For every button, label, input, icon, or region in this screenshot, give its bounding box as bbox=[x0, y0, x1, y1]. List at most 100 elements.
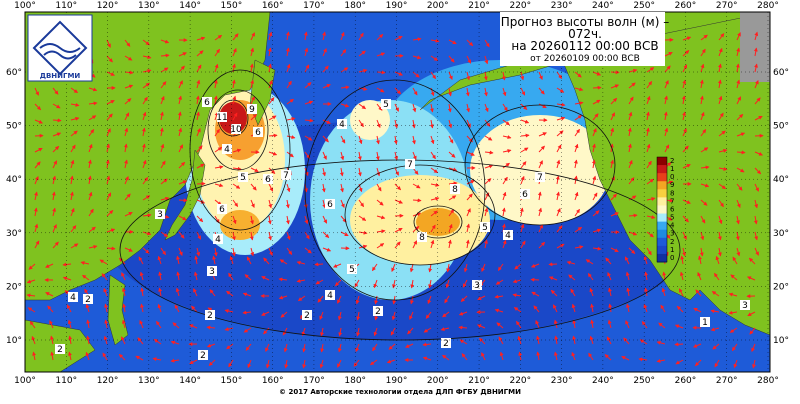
lon-label: 120° bbox=[97, 376, 119, 386]
contour-label: 7 bbox=[407, 160, 413, 170]
lon-label: 170° bbox=[303, 376, 325, 386]
lon-label: 210° bbox=[468, 1, 490, 11]
footer: © 2017 Авторские технологии отдела ДЛП Ф… bbox=[279, 388, 521, 396]
lat-label: 40° bbox=[6, 175, 22, 185]
arrow bbox=[413, 200, 421, 201]
lon-label: 120° bbox=[97, 1, 119, 11]
lon-label: 220° bbox=[509, 1, 531, 11]
colorbar-swatch bbox=[657, 197, 667, 206]
lon-label: 250° bbox=[633, 376, 655, 386]
colorbar-label: 0 bbox=[670, 173, 674, 181]
contour-label: 6 bbox=[327, 200, 333, 210]
lon-label: 240° bbox=[592, 376, 614, 386]
lon-label: 130° bbox=[138, 376, 160, 386]
contour-label: 1 bbox=[702, 318, 708, 328]
colorbar-label: 1 bbox=[670, 165, 674, 173]
lon-label: 110° bbox=[55, 376, 77, 386]
lon-label: 240° bbox=[592, 1, 614, 11]
colorbar-swatch bbox=[657, 165, 667, 174]
lat-label: 20° bbox=[6, 282, 22, 292]
colorbar-label: 9 bbox=[670, 181, 674, 189]
contour-label: 3 bbox=[209, 267, 215, 277]
colorbar-label: 1 bbox=[670, 246, 674, 254]
lon-label: 280° bbox=[757, 1, 779, 11]
lon-label: 150° bbox=[221, 1, 243, 11]
lon-label: 200° bbox=[427, 1, 449, 11]
lon-label: 180° bbox=[344, 376, 366, 386]
lon-label: 190° bbox=[386, 376, 408, 386]
arrow bbox=[377, 72, 385, 73]
lon-label: 180° bbox=[344, 1, 366, 11]
colorbar-label: 2 bbox=[670, 157, 674, 165]
contour-label: 5 bbox=[349, 265, 355, 275]
lon-label: 270° bbox=[716, 376, 738, 386]
arrow bbox=[315, 264, 323, 265]
colorbar-label: 8 bbox=[670, 189, 674, 197]
colorbar-swatch bbox=[657, 222, 667, 231]
contour-label: 2 bbox=[304, 311, 310, 321]
logo-text: ДВНИГМИ bbox=[40, 72, 81, 80]
lon-label: 270° bbox=[716, 1, 738, 11]
contour-label: 3 bbox=[742, 301, 748, 311]
lat-label: 40° bbox=[773, 175, 789, 185]
contour-label: 2 bbox=[200, 351, 206, 361]
lat-label: 60° bbox=[6, 68, 22, 78]
valid-time: на 20260112 00:00 ВСВ bbox=[511, 39, 658, 53]
arrow bbox=[53, 120, 61, 121]
contour-label: 5 bbox=[240, 173, 246, 183]
lon-label: 110° bbox=[55, 1, 77, 11]
contour-label: 6 bbox=[265, 175, 271, 185]
wave-zone bbox=[220, 210, 260, 240]
lon-label: 230° bbox=[551, 376, 573, 386]
contour-label: 8 bbox=[419, 233, 425, 243]
lat-label: 30° bbox=[773, 229, 789, 239]
lon-label: 140° bbox=[179, 376, 201, 386]
colorbar-label: 4 bbox=[670, 222, 675, 230]
contour-label: 6 bbox=[219, 205, 225, 215]
lon-label: 100° bbox=[14, 376, 36, 386]
colorbar-label: 5 bbox=[670, 214, 674, 222]
contour-label: 6 bbox=[255, 128, 261, 138]
arrow bbox=[675, 344, 683, 345]
lat-label: 10° bbox=[773, 336, 789, 346]
colorbar-swatch bbox=[657, 157, 667, 166]
lon-label: 210° bbox=[468, 376, 490, 386]
lat-label: 20° bbox=[773, 282, 789, 292]
lon-label: 260° bbox=[675, 1, 697, 11]
lat-label: 30° bbox=[6, 229, 22, 239]
colorbar-label: 6 bbox=[670, 205, 675, 213]
arrow bbox=[737, 152, 745, 153]
lon-label: 230° bbox=[551, 1, 573, 11]
arrow bbox=[549, 264, 557, 265]
contour-label: 8 bbox=[452, 185, 458, 195]
lat-label: 50° bbox=[6, 122, 22, 132]
contour-label: 2 bbox=[57, 345, 63, 355]
contour-label: 4 bbox=[224, 145, 230, 155]
lon-label: 100° bbox=[14, 1, 36, 11]
contour-label: 2 bbox=[375, 307, 381, 317]
lat-label: 50° bbox=[773, 122, 789, 132]
wave-zone bbox=[416, 208, 460, 236]
contour-label: 2 bbox=[443, 339, 449, 349]
lon-label: 140° bbox=[179, 1, 201, 11]
lon-label: 280° bbox=[757, 376, 779, 386]
colorbar-swatch bbox=[657, 254, 667, 263]
lon-label: 260° bbox=[675, 376, 697, 386]
colorbar-swatch bbox=[657, 238, 667, 247]
colorbar-swatch bbox=[657, 230, 667, 239]
contour-label: 4 bbox=[339, 120, 345, 130]
contour-label: 2 bbox=[85, 295, 91, 305]
contour-label: 11 bbox=[216, 113, 227, 123]
contour-label: 6 bbox=[522, 190, 528, 200]
colorbar-swatch bbox=[657, 189, 667, 198]
contour-label: 5 bbox=[383, 100, 389, 110]
contour-label: 7 bbox=[537, 173, 543, 183]
contour-label: 9 bbox=[249, 105, 255, 115]
lon-label: 160° bbox=[262, 376, 284, 386]
colorbar-swatch bbox=[657, 205, 667, 214]
colorbar-swatch bbox=[657, 181, 667, 190]
contour-label: 6 bbox=[204, 98, 210, 108]
contour-label: 4 bbox=[70, 293, 76, 303]
